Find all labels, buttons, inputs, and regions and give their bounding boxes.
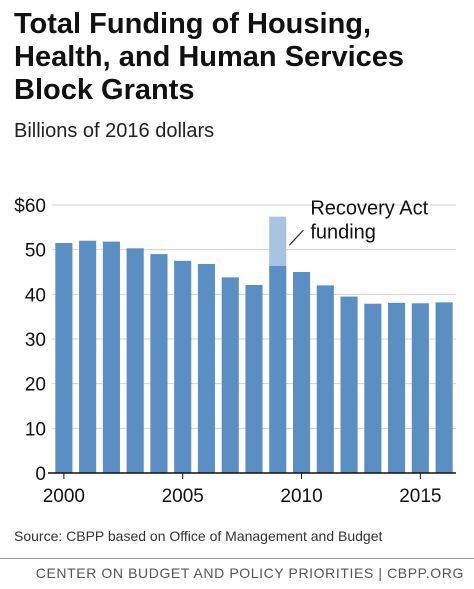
annotation-leader-line: [288, 229, 304, 246]
bar: [79, 240, 97, 473]
bar-chart: 0 10 20 30 40 50 $60 2000 2005 2010 2015 Recovery A…: [14, 196, 456, 507]
y-tick-label: 30: [25, 330, 46, 351]
bar: [102, 241, 120, 473]
y-tick-label: 0: [35, 464, 46, 485]
recovery-act-bar: [269, 216, 287, 266]
bar: [364, 303, 382, 473]
bar: [245, 284, 263, 473]
x-tick-label: 2010: [280, 486, 322, 507]
bar: [126, 248, 144, 473]
y-tick-label: 40: [25, 285, 46, 306]
bar: [435, 302, 453, 473]
bar: [221, 277, 239, 473]
bar: [269, 265, 287, 473]
bar: [388, 302, 406, 473]
bar: [197, 263, 216, 473]
source-note: Source: CBPP based on Office of Manageme…: [14, 528, 383, 544]
y-tick-label: $60: [14, 196, 46, 217]
x-tick-label: 2000: [43, 486, 85, 507]
chart-subtitle: Billions of 2016 dollars: [14, 120, 215, 142]
bar: [411, 303, 429, 473]
bar: [150, 254, 168, 473]
y-tick-label: 20: [25, 375, 46, 396]
bar: [316, 285, 334, 473]
bar: [55, 242, 73, 473]
bar: [174, 260, 192, 473]
footer-credit: CENTER ON BUDGET AND POLICY PRIORITIES |…: [35, 565, 464, 581]
bar: [292, 272, 311, 473]
y-tick-label: 50: [25, 241, 46, 262]
annotation-label: Recovery Act: [310, 198, 428, 220]
x-tick-label: 2005: [162, 486, 204, 507]
annotation-label: funding: [310, 222, 376, 244]
x-tick-label: 2015: [399, 486, 441, 507]
y-tick-label: 10: [25, 419, 46, 440]
footer-divider: [0, 558, 474, 559]
bar: [340, 296, 358, 473]
chart-title: Total Funding of Housing, Health, and Hu…: [14, 8, 405, 106]
